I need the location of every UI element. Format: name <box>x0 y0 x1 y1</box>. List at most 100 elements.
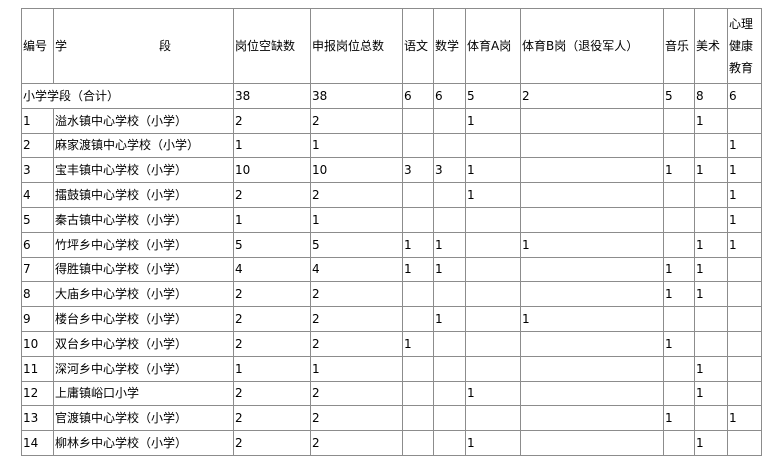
table-row: 7 得胜镇中心学校（小学） 4 4 1 1 1 1 <box>21 256 762 283</box>
table-cell <box>465 206 521 233</box>
table-cell <box>520 380 664 407</box>
row-number: 3 <box>21 157 54 184</box>
summary-cell: 5 <box>465 83 521 109</box>
table-row: 9 楼台乡中心学校（小学） 2 2 1 1 <box>21 306 762 332</box>
table-cell <box>694 330 728 357</box>
table-cell: 2 <box>233 405 311 432</box>
row-number: 1 <box>21 107 54 134</box>
table-cell <box>520 206 664 233</box>
table-cell <box>694 306 728 332</box>
table-cell: 2 <box>310 306 403 332</box>
table-cell <box>727 355 762 382</box>
table-cell <box>402 107 434 134</box>
table-cell: 2 <box>233 306 311 332</box>
row-number: 7 <box>21 256 54 283</box>
table-cell: 2 <box>310 405 403 432</box>
school-name: 得胜镇中心学校（小学） <box>53 256 234 283</box>
table-cell: 1 <box>433 306 466 332</box>
table-cell <box>694 206 728 233</box>
table-cell <box>694 182 728 208</box>
table-cell: 1 <box>233 206 311 233</box>
table-cell <box>402 430 434 456</box>
school-name: 双台乡中心学校（小学） <box>53 330 234 357</box>
school-name: 柳林乡中心学校（小学） <box>53 430 234 456</box>
school-name: 官渡镇中心学校（小学） <box>53 405 234 432</box>
table-cell <box>433 405 466 432</box>
table-cell: 1 <box>727 405 762 432</box>
table-cell <box>520 405 664 432</box>
header-music: 音乐 <box>663 8 695 84</box>
table-cell: 1 <box>663 330 695 357</box>
table-cell <box>694 405 728 432</box>
table-cell: 1 <box>663 157 695 184</box>
table-cell <box>520 330 664 357</box>
school-name: 麻家渡镇中心学校（小学） <box>53 132 234 159</box>
table-cell <box>433 132 466 159</box>
header-stage-a: 学 <box>55 39 68 53</box>
table-cell <box>433 355 466 382</box>
summary-cell: 6 <box>402 83 434 109</box>
table-cell <box>727 256 762 283</box>
header-pe-b: 体育B岗（退役军人） <box>520 8 664 84</box>
table-cell: 2 <box>310 430 403 456</box>
table-cell: 1 <box>663 256 695 283</box>
header-vacancies: 岗位空缺数 <box>233 8 311 84</box>
table-cell <box>433 430 466 456</box>
table-cell: 4 <box>233 256 311 283</box>
table-cell <box>520 107 664 134</box>
table-cell <box>694 132 728 159</box>
table-cell <box>727 380 762 407</box>
table-row: 4 擂鼓镇中心学校（小学） 2 2 1 1 <box>21 182 762 208</box>
table-cell <box>465 256 521 283</box>
table-cell <box>727 107 762 134</box>
school-name: 深河乡中心学校（小学） <box>53 355 234 382</box>
table-cell <box>433 182 466 208</box>
table-cell: 1 <box>694 256 728 283</box>
table-cell: 3 <box>402 157 434 184</box>
header-stage: 学段 <box>53 8 234 84</box>
summary-label: 小学学段（合计） <box>21 83 234 109</box>
table-cell <box>465 355 521 382</box>
table-row: 13 官渡镇中心学校（小学） 2 2 1 1 <box>21 405 762 432</box>
table-row: 2 麻家渡镇中心学校（小学） 1 1 1 <box>21 132 762 159</box>
table-cell: 2 <box>233 380 311 407</box>
teacher-vacancy-table: 编号 学段 岗位空缺数 申报岗位总数 语文 数学 体育A岗 体育B岗（退役军人）… <box>21 8 762 456</box>
table-cell: 4 <box>310 256 403 283</box>
header-math: 数学 <box>433 8 466 84</box>
table-cell: 1 <box>433 256 466 283</box>
table-cell <box>520 281 664 308</box>
table-cell <box>663 132 695 159</box>
school-name: 楼台乡中心学校（小学） <box>53 306 234 332</box>
table-cell: 1 <box>727 157 762 184</box>
school-name: 竹坪乡中心学校（小学） <box>53 231 234 258</box>
summary-row: 小学学段（合计） 38 38 6 6 5 2 5 8 6 <box>21 83 762 109</box>
table-cell: 2 <box>310 182 403 208</box>
table-row: 6 竹坪乡中心学校（小学） 5 5 1 1 1 1 1 <box>21 231 762 258</box>
row-number: 5 <box>21 206 54 233</box>
table-cell: 2 <box>310 281 403 308</box>
table-cell <box>663 380 695 407</box>
table-cell <box>402 206 434 233</box>
header-art: 美术 <box>694 8 728 84</box>
table-row: 8 大庙乡中心学校（小学） 2 2 1 1 <box>21 281 762 308</box>
table-cell <box>727 306 762 332</box>
table-cell <box>520 355 664 382</box>
school-name: 宝丰镇中心学校（小学） <box>53 157 234 184</box>
row-number: 9 <box>21 306 54 332</box>
table-cell: 1 <box>310 355 403 382</box>
table-cell <box>402 306 434 332</box>
table-cell <box>520 182 664 208</box>
table-cell: 2 <box>233 430 311 456</box>
table-cell <box>433 206 466 233</box>
summary-cell: 38 <box>310 83 403 109</box>
summary-cell: 5 <box>663 83 695 109</box>
table-cell: 1 <box>402 231 434 258</box>
table-cell: 5 <box>310 231 403 258</box>
table-row: 11 深河乡中心学校（小学） 1 1 1 <box>21 355 762 382</box>
table-cell <box>402 380 434 407</box>
table-cell <box>520 256 664 283</box>
table-row: 1 溢水镇中心学校（小学） 2 2 1 1 <box>21 107 762 134</box>
row-number: 11 <box>21 355 54 382</box>
table-cell <box>402 355 434 382</box>
row-number: 13 <box>21 405 54 432</box>
